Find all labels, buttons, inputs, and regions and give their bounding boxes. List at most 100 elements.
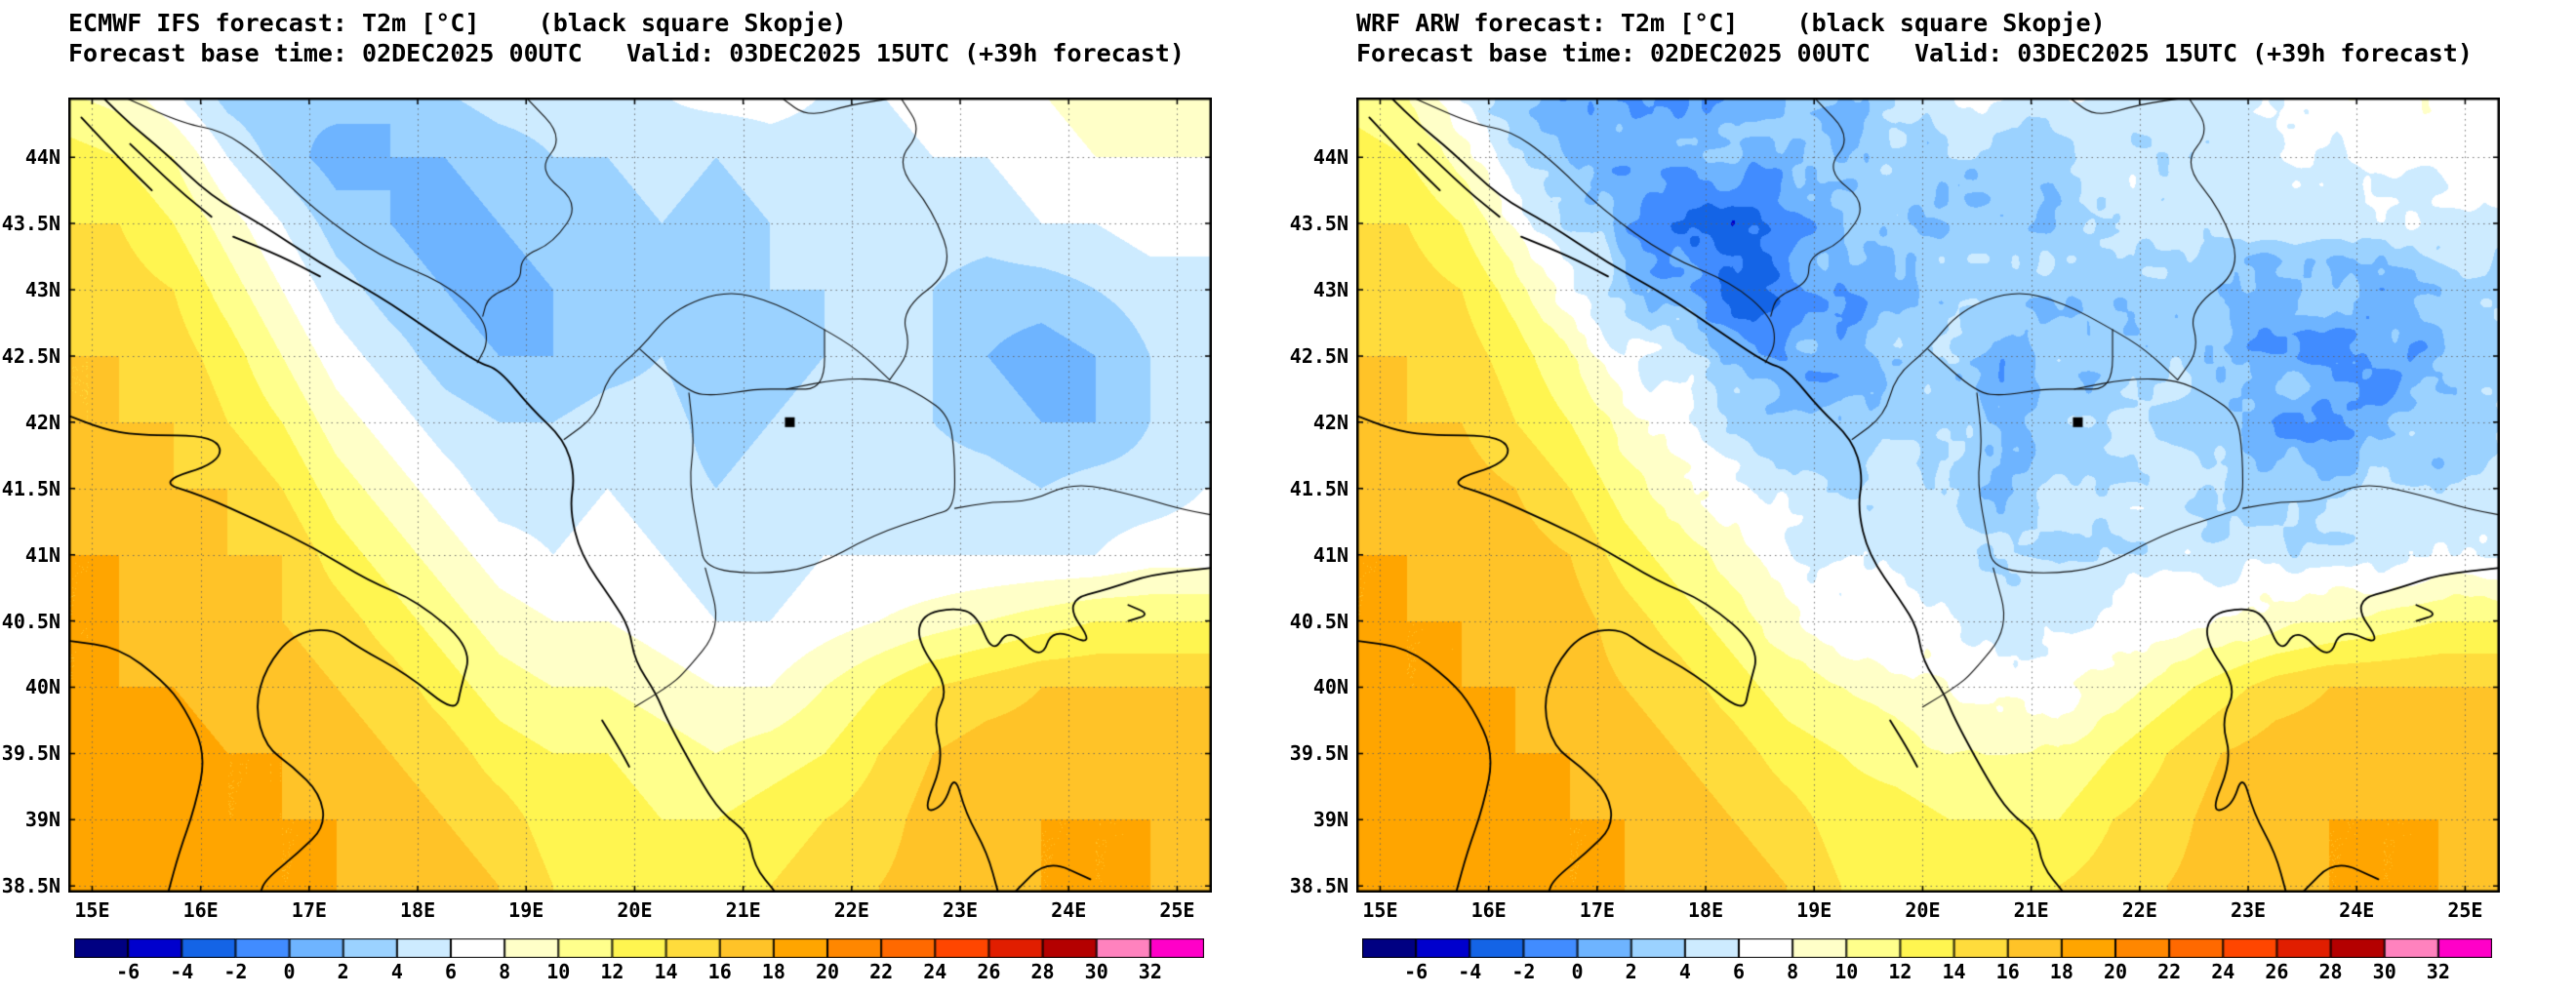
lon-tick-label: 17E: [1579, 898, 1615, 922]
colorbar-tick-label: 8: [1787, 960, 1799, 983]
wrf-title: WRF ARW forecast: T2m [°C] (black square…: [1356, 9, 2106, 37]
lon-tick-label: 22E: [833, 898, 869, 922]
lat-tick-label: 43.5N: [1, 212, 60, 236]
colorbar-tick-label: 26: [2265, 960, 2289, 983]
lat-tick-label: 39.5N: [1, 741, 60, 766]
colorbar-tick-label: 2: [337, 960, 349, 983]
panel-ecmwf: ECMWF IFS forecast: T2m [°C] (black squa…: [1, 8, 1212, 983]
lat-tick-label: 44N: [24, 145, 60, 170]
colorbar-tick-label: 24: [923, 960, 947, 983]
lon-tick-label: 21E: [725, 898, 761, 922]
colorbar-tick-label: 12: [600, 960, 624, 983]
colorbar-tick-label: 28: [2318, 960, 2343, 983]
colorbar-tick-label: 10: [546, 960, 571, 983]
colorbar-tick-label: 4: [1678, 960, 1691, 983]
lon-tick-label: 22E: [2121, 898, 2157, 922]
colorbar-tick-label: 4: [390, 960, 403, 983]
colorbar-tick-label: 6: [1732, 960, 1746, 983]
colorbar-tick-label: -4: [170, 960, 194, 983]
colorbar-tick-label: 18: [761, 960, 785, 983]
wrf-map: [1356, 98, 2500, 893]
colorbar-tick-label: 8: [499, 960, 511, 983]
ecmwf-colorbar-labels: -6 -4 -2 0 2 4 6 8 10 12 14 16 18 20 22 24 26 28 30 32: [74, 958, 1204, 983]
lon-tick-label: 24E: [1051, 898, 1087, 922]
colorbar-tick-label: 18: [2049, 960, 2073, 983]
lat-tick-label: 39N: [1312, 808, 1348, 832]
colorbar-tick-label: -2: [223, 960, 248, 983]
colorbar-tick-label: 22: [2157, 960, 2182, 983]
lat-tick-label: 43.5N: [1289, 212, 1348, 236]
lat-tick-label: 41.5N: [1, 476, 60, 500]
ecmwf-titles: ECMWF IFS forecast: T2m [°C] (black squa…: [68, 8, 1185, 68]
colorbar-tick-label: 0: [283, 960, 296, 983]
lat-tick-label: 41.5N: [1289, 476, 1348, 500]
colorbar-tick-label: 30: [2372, 960, 2396, 983]
colorbar-tick-label: 28: [1030, 960, 1055, 983]
colorbar-tick-label: -6: [116, 960, 141, 983]
lon-tick-label: 15E: [1362, 898, 1398, 922]
colorbar-tick-label: 24: [2211, 960, 2235, 983]
lon-tick-label: 24E: [2339, 898, 2375, 922]
lat-tick-label: 42N: [24, 410, 60, 434]
ecmwf-subtitle: Forecast base time: 02DEC2025 00UTC Vali…: [68, 39, 1185, 67]
lon-tick-label: 23E: [2230, 898, 2267, 922]
lon-tick-label: 23E: [942, 898, 979, 922]
ecmwf-map: [68, 98, 1212, 893]
colorbar-tick-label: 2: [1625, 960, 1637, 983]
colorbar-tick-label: 10: [1834, 960, 1859, 983]
lat-tick-label: 42N: [1312, 410, 1348, 434]
wrf-colorbar: -6 -4 -2 0 2 4 6 8 10 12 14 16 18 20 22 24 26 28 30 32: [1362, 938, 2492, 983]
colorbar-tick-label: 22: [869, 960, 894, 983]
lat-tick-label: 38.5N: [1, 874, 60, 898]
colorbar-tick-label: 14: [1942, 960, 1966, 983]
wrf-titles: WRF ARW forecast: T2m [°C] (black square…: [1356, 8, 2473, 68]
lon-tick-label: 16E: [1470, 898, 1507, 922]
ecmwf-map-canvas: [68, 98, 1212, 893]
lon-tick-label: 25E: [1159, 898, 1195, 922]
colorbar-tick-label: 16: [707, 960, 732, 983]
lon-tick-label: 19E: [1796, 898, 1832, 922]
lon-tick-label: 18E: [1687, 898, 1724, 922]
lon-tick-label: 18E: [399, 898, 436, 922]
colorbar-tick-label: 30: [1084, 960, 1108, 983]
lon-tick-label: 20E: [1905, 898, 1941, 922]
lat-tick-label: 40N: [1312, 675, 1348, 699]
lon-tick-label: 15E: [74, 898, 110, 922]
colorbar-tick-label: 14: [654, 960, 678, 983]
lon-tick-label: 20E: [617, 898, 653, 922]
lat-tick-label: 42.5N: [1, 343, 60, 368]
lon-tick-label: 17E: [291, 898, 327, 922]
lat-tick-label: 39.5N: [1289, 741, 1348, 766]
lat-tick-label: 43N: [24, 277, 60, 301]
ecmwf-colorbar: -6 -4 -2 0 2 4 6 8 10 12 14 16 18 20 22 24 26 28 30 32: [74, 938, 1204, 983]
lat-tick-label: 40.5N: [1289, 609, 1348, 633]
lat-tick-label: 39N: [24, 808, 60, 832]
colorbar-tick-label: -6: [1404, 960, 1429, 983]
colorbar-tick-label: 20: [815, 960, 840, 983]
colorbar-tick-label: 12: [1888, 960, 1912, 983]
lat-tick-label: 40N: [24, 675, 60, 699]
wrf-subtitle: Forecast base time: 02DEC2025 00UTC Vali…: [1356, 39, 2473, 67]
lon-tick-label: 19E: [508, 898, 544, 922]
lat-tick-label: 42.5N: [1289, 343, 1348, 368]
lat-tick-label: 44N: [1312, 145, 1348, 170]
lon-tick-label: 16E: [182, 898, 219, 922]
colorbar-tick-label: -4: [1458, 960, 1482, 983]
lat-tick-label: 41N: [24, 542, 60, 567]
ecmwf-title: ECMWF IFS forecast: T2m [°C] (black squa…: [68, 9, 847, 37]
lat-tick-label: 38.5N: [1289, 874, 1348, 898]
colorbar-tick-label: 0: [1571, 960, 1584, 983]
lat-tick-label: 41N: [1312, 542, 1348, 567]
colorbar-tick-label: 20: [2103, 960, 2128, 983]
colorbar-tick-label: 6: [444, 960, 458, 983]
panel-wrf: WRF ARW forecast: T2m [°C] (black square…: [1288, 0, 2576, 995]
lon-tick-label: 21E: [2013, 898, 2049, 922]
wrf-colorbar-labels: -6 -4 -2 0 2 4 6 8 10 12 14 16 18 20 22 24 26 28 30 32: [1362, 958, 2492, 983]
colorbar-tick-label: 16: [1995, 960, 2020, 983]
lat-tick-label: 43N: [1312, 277, 1348, 301]
lon-tick-label: 25E: [2447, 898, 2483, 922]
colorbar-tick-label: -2: [1511, 960, 1536, 983]
colorbar-tick-label: 32: [2426, 960, 2450, 983]
wrf-map-canvas: [1356, 98, 2500, 893]
